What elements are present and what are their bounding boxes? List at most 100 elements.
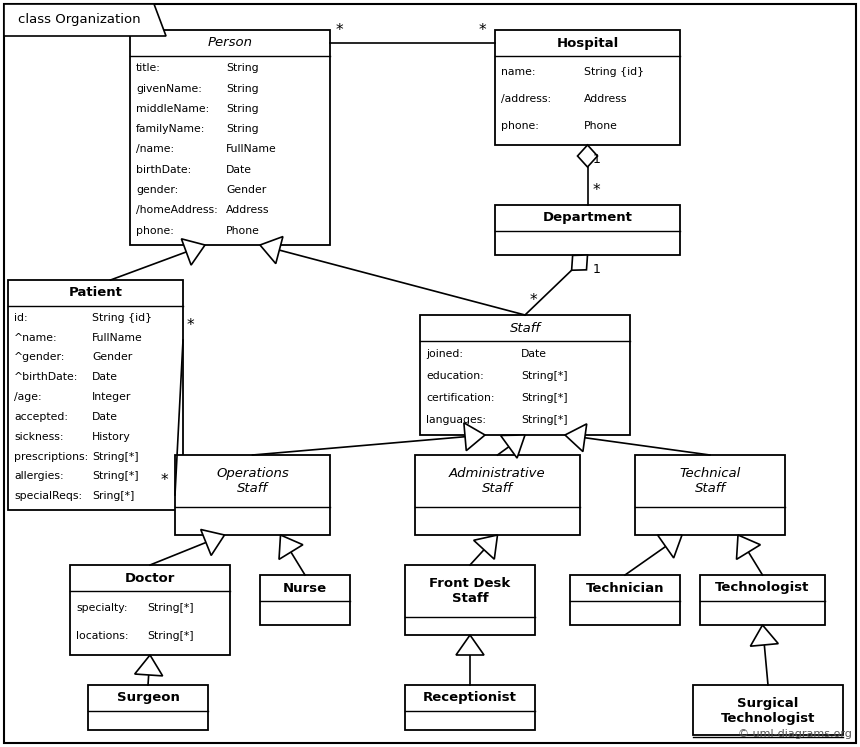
- Text: Phone: Phone: [584, 121, 617, 131]
- Text: String[*]: String[*]: [147, 603, 194, 613]
- Text: Sring[*]: Sring[*]: [92, 491, 134, 501]
- Text: Department: Department: [543, 211, 632, 225]
- Text: String {id}: String {id}: [584, 67, 644, 77]
- Text: Surgeon: Surgeon: [117, 692, 180, 704]
- Text: Nurse: Nurse: [283, 581, 327, 595]
- Text: String[*]: String[*]: [92, 451, 138, 462]
- Text: 1: 1: [593, 153, 600, 166]
- Text: String: String: [226, 124, 259, 134]
- Text: 1: 1: [593, 263, 600, 276]
- Text: certification:: certification:: [426, 393, 494, 403]
- Text: *: *: [593, 183, 600, 198]
- Polygon shape: [474, 535, 497, 560]
- Bar: [405, 685, 535, 730]
- Polygon shape: [260, 237, 283, 264]
- Text: Operations
Staff: Operations Staff: [216, 467, 289, 495]
- Text: Doctor: Doctor: [125, 571, 175, 584]
- Text: *: *: [187, 318, 194, 333]
- Text: specialty:: specialty:: [76, 603, 127, 613]
- Text: specialReqs:: specialReqs:: [14, 491, 82, 501]
- Polygon shape: [181, 239, 205, 265]
- Text: middleName:: middleName:: [136, 104, 209, 114]
- Text: String[*]: String[*]: [521, 371, 568, 381]
- Text: education:: education:: [426, 371, 483, 381]
- Text: familyName:: familyName:: [136, 124, 206, 134]
- Text: String: String: [226, 84, 259, 93]
- Bar: [495, 205, 680, 255]
- Text: Administrative
Staff: Administrative Staff: [449, 467, 546, 495]
- Bar: [260, 575, 350, 625]
- Text: ^name:: ^name:: [14, 332, 58, 343]
- Polygon shape: [135, 655, 163, 676]
- Polygon shape: [565, 424, 587, 452]
- Text: sickness:: sickness:: [14, 432, 64, 441]
- Polygon shape: [4, 4, 166, 36]
- Text: FullName: FullName: [226, 144, 277, 155]
- Text: Gender: Gender: [226, 185, 267, 195]
- Text: String[*]: String[*]: [92, 471, 138, 481]
- Text: String[*]: String[*]: [147, 630, 194, 640]
- Text: name:: name:: [501, 67, 536, 77]
- Text: prescriptions:: prescriptions:: [14, 451, 89, 462]
- Polygon shape: [456, 635, 484, 655]
- Polygon shape: [578, 145, 598, 167]
- Text: Surgical
Technologist: Surgical Technologist: [721, 697, 815, 725]
- Bar: [8, 280, 183, 510]
- Text: *: *: [336, 23, 344, 38]
- Text: Technologist: Technologist: [716, 581, 809, 595]
- Text: *: *: [530, 293, 538, 308]
- Text: ^birthDate:: ^birthDate:: [14, 372, 78, 382]
- Text: Address: Address: [226, 205, 269, 215]
- Text: Hospital: Hospital: [556, 37, 618, 49]
- Polygon shape: [658, 535, 682, 558]
- Text: String[*]: String[*]: [521, 393, 568, 403]
- Text: Patient: Patient: [69, 287, 122, 300]
- Bar: [570, 575, 680, 625]
- Text: *: *: [479, 23, 487, 38]
- Text: Gender: Gender: [92, 353, 132, 362]
- Bar: [130, 30, 330, 245]
- Text: phone:: phone:: [501, 121, 539, 131]
- Bar: [88, 685, 208, 730]
- Text: gender:: gender:: [136, 185, 178, 195]
- Text: Date: Date: [226, 165, 252, 175]
- Polygon shape: [572, 255, 587, 270]
- Text: String: String: [226, 104, 259, 114]
- Text: String[*]: String[*]: [521, 415, 568, 425]
- Text: Date: Date: [92, 372, 118, 382]
- Text: Address: Address: [584, 94, 627, 104]
- Text: Integer: Integer: [92, 392, 132, 402]
- Polygon shape: [464, 423, 485, 450]
- Bar: [405, 565, 535, 635]
- Text: /age:: /age:: [14, 392, 41, 402]
- Text: /name:: /name:: [136, 144, 174, 155]
- Text: locations:: locations:: [76, 630, 128, 640]
- Bar: [175, 455, 330, 535]
- Text: Receptionist: Receptionist: [423, 692, 517, 704]
- Bar: [700, 575, 825, 625]
- Text: /address:: /address:: [501, 94, 551, 104]
- Text: Front Desk
Staff: Front Desk Staff: [429, 577, 511, 605]
- Bar: [70, 565, 230, 655]
- Text: © uml-diagrams.org: © uml-diagrams.org: [738, 729, 852, 739]
- Bar: [635, 455, 785, 535]
- Text: class Organization: class Organization: [18, 13, 140, 26]
- Text: ^gender:: ^gender:: [14, 353, 65, 362]
- Text: Person: Person: [207, 37, 253, 49]
- Text: Date: Date: [92, 412, 118, 422]
- Text: languages:: languages:: [426, 415, 486, 425]
- Text: FullName: FullName: [92, 332, 143, 343]
- Text: givenName:: givenName:: [136, 84, 202, 93]
- Text: Phone: Phone: [226, 226, 260, 236]
- Text: Staff: Staff: [509, 321, 540, 335]
- Text: Technician: Technician: [586, 581, 664, 595]
- Text: id:: id:: [14, 313, 28, 323]
- Text: phone:: phone:: [136, 226, 174, 236]
- Text: Technical
Staff: Technical Staff: [679, 467, 740, 495]
- Polygon shape: [501, 435, 525, 458]
- Bar: [420, 315, 630, 435]
- Bar: [415, 455, 580, 535]
- Polygon shape: [751, 625, 778, 646]
- Text: birthDate:: birthDate:: [136, 165, 191, 175]
- Bar: [495, 30, 680, 145]
